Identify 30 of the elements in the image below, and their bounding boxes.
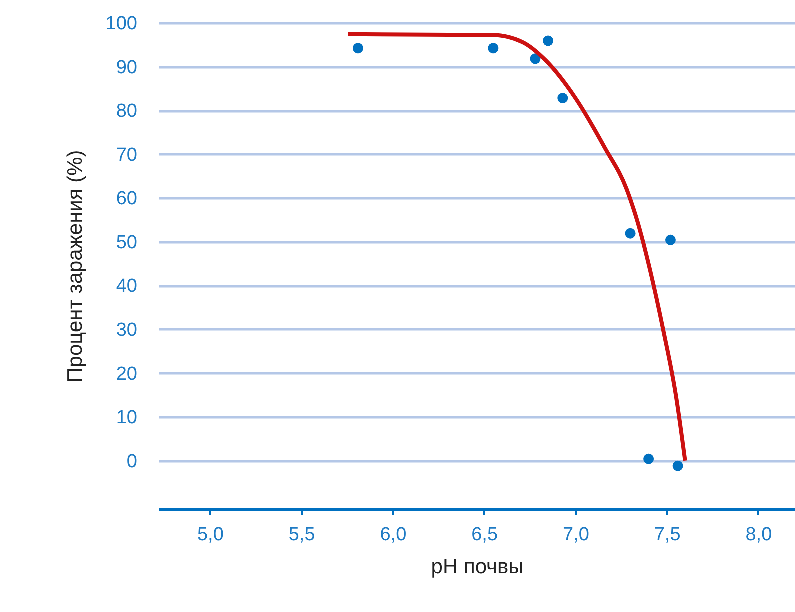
point	[352, 43, 364, 54]
x-tick-label: 6,0	[380, 524, 407, 546]
point	[644, 454, 654, 464]
y-tick-label: 80	[116, 101, 138, 122]
x-axis-title: pH почвы	[431, 556, 524, 578]
y-tick-label: 20	[116, 364, 138, 385]
x-tick-label: 5,0	[197, 524, 224, 546]
y-tick-label: 40	[116, 276, 138, 298]
x-tick-label: 8,0	[746, 524, 772, 546]
y-tick-label: 10	[116, 408, 138, 429]
y-tick-label: 0	[126, 451, 138, 472]
point	[488, 43, 499, 54]
y-tick-label: 50	[116, 232, 138, 254]
point	[530, 54, 541, 64]
y-tick-label: 100	[106, 14, 138, 34]
y-axis-title: Процент заражения (%)	[64, 150, 87, 383]
point	[625, 228, 636, 239]
x-tick-label: 7,5	[654, 524, 681, 546]
point	[543, 36, 554, 46]
point	[665, 234, 676, 246]
point	[558, 93, 568, 104]
x-tick-label: 6,5	[472, 524, 498, 546]
y-tick-label: 70	[116, 144, 138, 166]
y-tick-label: 60	[116, 188, 138, 210]
x-tick-label: 7,0	[562, 524, 590, 546]
line-series	[346, 32, 688, 463]
y-tick-label: 30	[116, 320, 138, 341]
x-tick-label: 5,5	[288, 524, 316, 546]
point	[672, 460, 684, 472]
y-tick-label: 90	[116, 57, 138, 78]
